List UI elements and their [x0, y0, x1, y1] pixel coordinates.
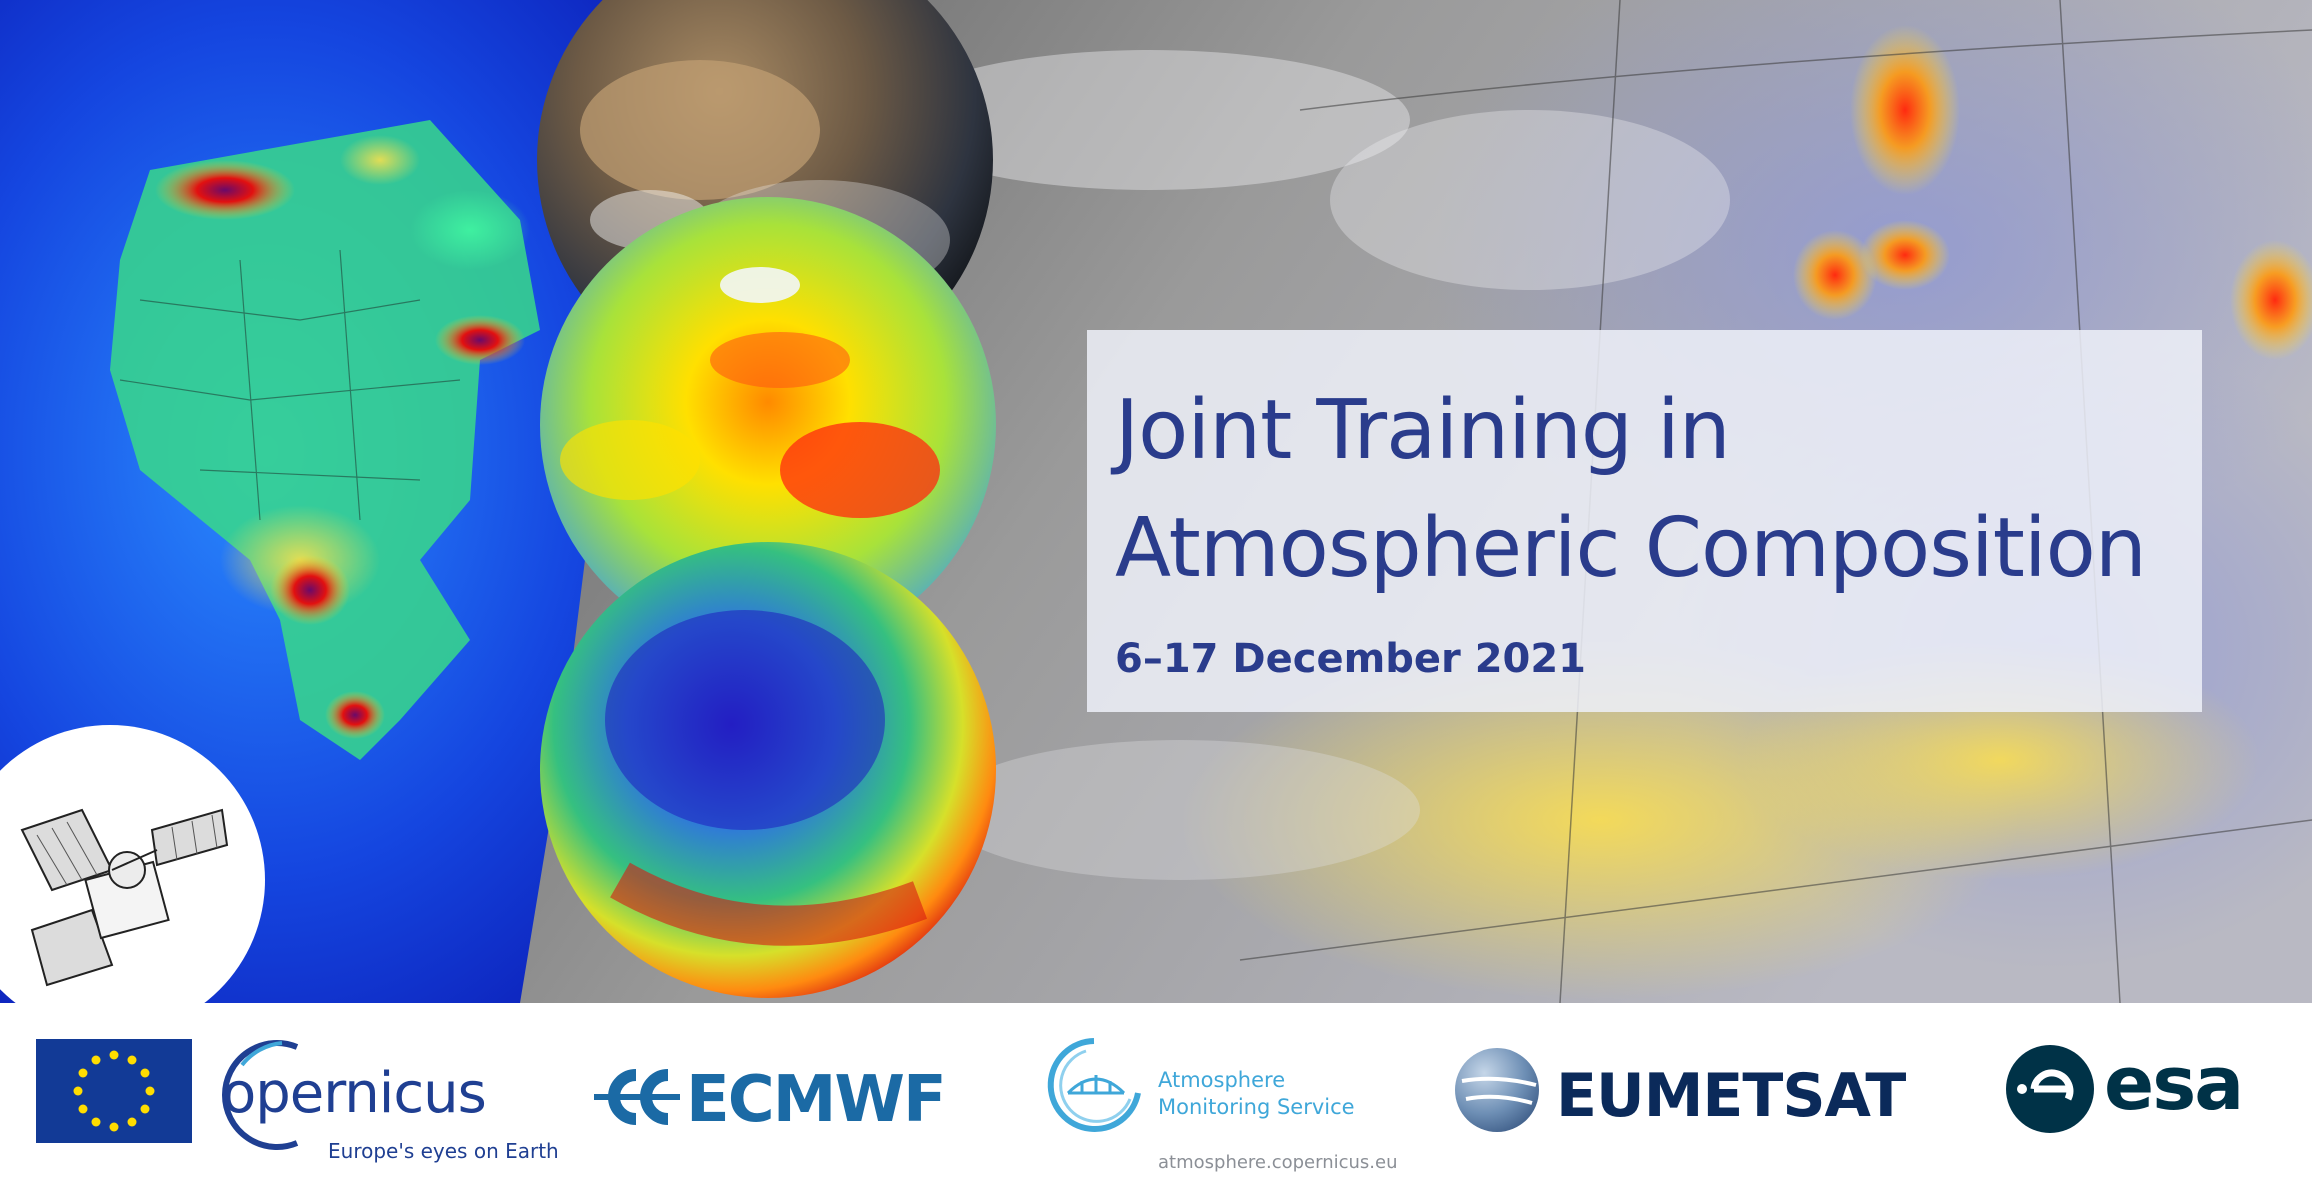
cams-name-line-2: Monitoring Service [1158, 1095, 1355, 1119]
esa-logo[interactable]: esa [2004, 1039, 2274, 1149]
page-title-line-2: Atmospheric Composition [1115, 501, 2147, 596]
satellite-icon [20, 808, 229, 987]
eu-flag-icon [36, 1039, 192, 1143]
cams-name-line-1: Atmosphere [1158, 1068, 1286, 1092]
cams-url: atmosphere.copernicus.eu [1158, 1152, 1398, 1173]
copernicus-wordmark: opernicus [222, 1061, 487, 1126]
copernicus-arc-icon [222, 1040, 299, 1150]
cams-service-name: Atmosphere Monitoring Service [1158, 1067, 1355, 1121]
eumetsat-logo[interactable]: EUMETSAT [1452, 1045, 1912, 1145]
eumetsat-mark-icon [1455, 1048, 1539, 1132]
title-card: Joint Training in Atmospheric Compositio… [1087, 330, 2202, 712]
ecmwf-wordmark: ECMWF [686, 1063, 947, 1137]
cams-globe-icon [1047, 1038, 1141, 1132]
esa-wordmark: esa [2104, 1041, 2244, 1127]
copernicus-logo[interactable]: opernicus Europe's eyes on Earth [36, 1039, 559, 1163]
event-date: 6–17 December 2021 [1115, 636, 1587, 682]
cams-logo[interactable]: Atmosphere Monitoring Service atmosphere… [1046, 1035, 1398, 1173]
hero-imagery: Joint Training in Atmospheric Compositio… [0, 0, 2312, 1003]
copernicus-tagline: Europe's eyes on Earth [328, 1139, 559, 1163]
esa-mark-icon [2006, 1045, 2094, 1133]
page-title-line-1: Joint Training in [1115, 383, 1731, 478]
partner-logo-strip: opernicus Europe's eyes on Earth ECMWF A… [0, 1003, 2312, 1181]
ecmwf-mark-icon [594, 1069, 680, 1125]
ecmwf-logo[interactable]: ECMWF [590, 1063, 970, 1137]
eumetsat-wordmark: EUMETSAT [1556, 1061, 1906, 1131]
